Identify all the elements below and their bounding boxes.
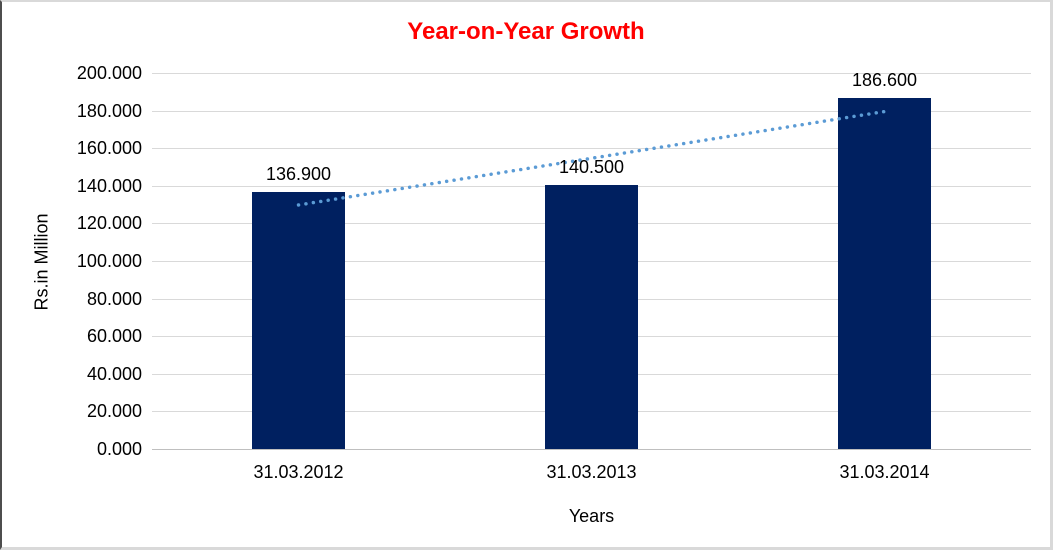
plot-area [152, 73, 1031, 450]
bar [838, 98, 931, 449]
x-tick-label: 31.03.2014 [839, 462, 930, 482]
chart-title: Year-on-Year Growth [407, 18, 645, 45]
bar [252, 191, 345, 449]
x-tick-label: 31.03.2012 [253, 462, 344, 482]
y-tick-label: 20.000 [86, 401, 142, 422]
x-axis-line [152, 449, 1031, 450]
x-tick-label: 31.03.2013 [546, 462, 637, 482]
gridline [152, 110, 1031, 112]
y-tick-label: 200.000 [76, 63, 142, 83]
y-tick-label: 0.000 [96, 439, 142, 459]
gridline [152, 148, 1031, 150]
y-tick-label: 60.000 [86, 326, 142, 347]
bar-value-label: 136.900 [265, 163, 332, 184]
y-tick-label: 120.000 [76, 213, 142, 234]
gridline [152, 73, 1031, 74]
y-tick-label: 140.000 [76, 175, 142, 196]
x-axis-title: Years [568, 506, 615, 526]
bar-value-label: 186.600 [851, 70, 918, 91]
y-tick-label: 40.000 [86, 363, 142, 384]
y-tick-label: 180.000 [76, 100, 142, 121]
y-tick-label: 160.000 [76, 138, 142, 159]
trendline [296, 109, 887, 207]
bar [545, 184, 638, 449]
y-tick-label: 80.000 [86, 288, 142, 309]
bar-value-label: 140.500 [558, 156, 625, 177]
y-tick-label: 100.000 [76, 251, 142, 271]
